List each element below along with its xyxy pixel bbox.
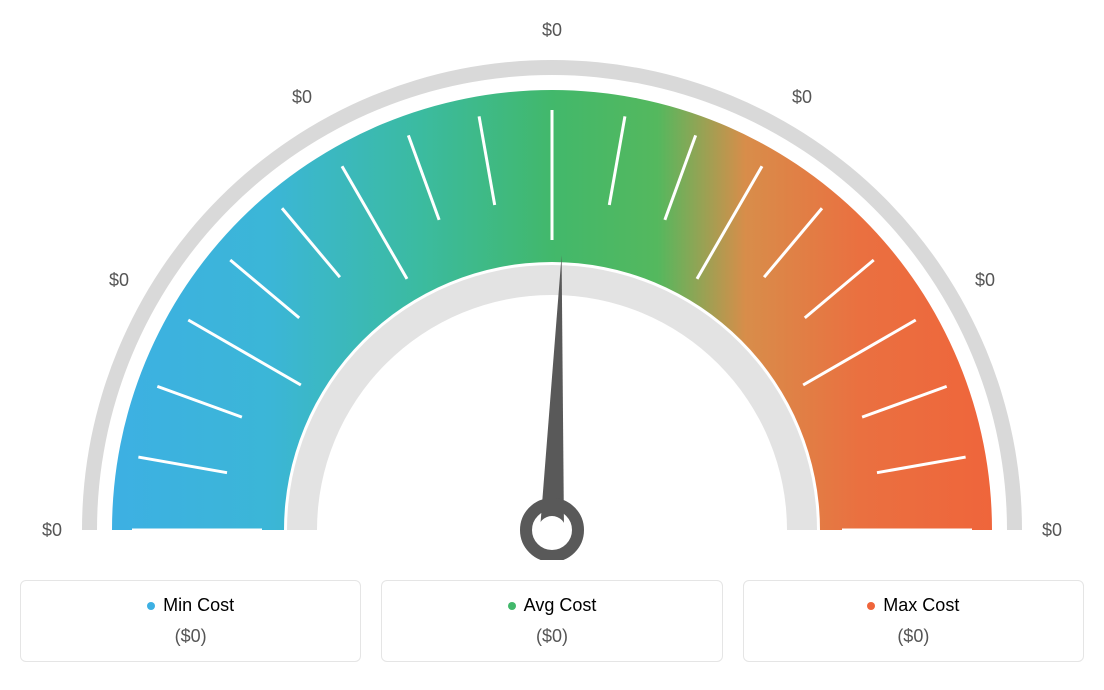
gauge-tick-label: $0	[292, 87, 312, 107]
legend-label-max-text: Max Cost	[883, 595, 959, 616]
legend-label-max: Max Cost	[867, 595, 959, 616]
legend-row: Min Cost ($0) Avg Cost ($0) Max Cost ($0…	[20, 580, 1084, 662]
gauge-needle-hub-inner	[538, 516, 566, 544]
gauge-tick-label: $0	[542, 20, 562, 40]
gauge-tick-label: $0	[109, 270, 129, 290]
legend-dot-min	[147, 602, 155, 610]
gauge-area: $0 $0 $0 $0 $0 $0 $0	[20, 20, 1084, 560]
gauge-chart-container: $0 $0 $0 $0 $0 $0 $0 Min Cost ($0) Avg Cost ($…	[20, 20, 1084, 662]
legend-card-min: Min Cost ($0)	[20, 580, 361, 662]
legend-label-min-text: Min Cost	[163, 595, 234, 616]
legend-value-max: ($0)	[762, 626, 1065, 647]
legend-card-avg: Avg Cost ($0)	[381, 580, 722, 662]
gauge-needle	[540, 255, 564, 530]
gauge-svg: $0 $0 $0 $0 $0 $0 $0	[20, 20, 1084, 560]
legend-label-avg-text: Avg Cost	[524, 595, 597, 616]
gauge-tick-label: $0	[792, 87, 812, 107]
legend-dot-max	[867, 602, 875, 610]
legend-label-avg: Avg Cost	[508, 595, 597, 616]
gauge-tick-label: $0	[42, 520, 62, 540]
legend-value-avg: ($0)	[400, 626, 703, 647]
legend-label-min: Min Cost	[147, 595, 234, 616]
legend-value-min: ($0)	[39, 626, 342, 647]
legend-card-max: Max Cost ($0)	[743, 580, 1084, 662]
gauge-tick-label: $0	[975, 270, 995, 290]
gauge-tick-label: $0	[1042, 520, 1062, 540]
legend-dot-avg	[508, 602, 516, 610]
